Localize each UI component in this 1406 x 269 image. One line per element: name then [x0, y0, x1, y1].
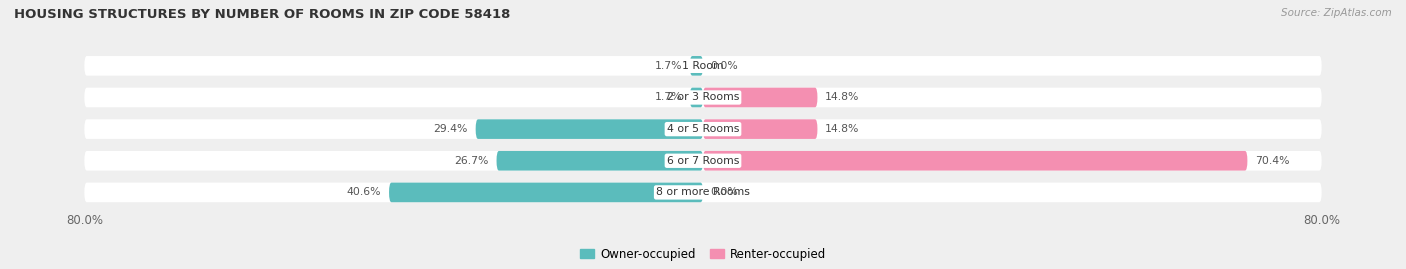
Text: 6 or 7 Rooms: 6 or 7 Rooms — [666, 156, 740, 166]
FancyBboxPatch shape — [496, 151, 703, 171]
Text: 29.4%: 29.4% — [433, 124, 468, 134]
FancyBboxPatch shape — [84, 119, 1322, 139]
FancyBboxPatch shape — [703, 119, 817, 139]
FancyBboxPatch shape — [84, 183, 1322, 202]
Text: Source: ZipAtlas.com: Source: ZipAtlas.com — [1281, 8, 1392, 18]
Text: 70.4%: 70.4% — [1256, 156, 1289, 166]
Text: 8 or more Rooms: 8 or more Rooms — [657, 187, 749, 197]
FancyBboxPatch shape — [84, 56, 1322, 76]
Text: 2 or 3 Rooms: 2 or 3 Rooms — [666, 93, 740, 102]
Text: 14.8%: 14.8% — [825, 93, 859, 102]
FancyBboxPatch shape — [690, 56, 703, 76]
Text: 14.8%: 14.8% — [825, 124, 859, 134]
Text: HOUSING STRUCTURES BY NUMBER OF ROOMS IN ZIP CODE 58418: HOUSING STRUCTURES BY NUMBER OF ROOMS IN… — [14, 8, 510, 21]
FancyBboxPatch shape — [84, 88, 1322, 107]
Text: 26.7%: 26.7% — [454, 156, 489, 166]
Text: 4 or 5 Rooms: 4 or 5 Rooms — [666, 124, 740, 134]
FancyBboxPatch shape — [475, 119, 703, 139]
Text: 0.0%: 0.0% — [710, 61, 738, 71]
FancyBboxPatch shape — [703, 88, 817, 107]
Legend: Owner-occupied, Renter-occupied: Owner-occupied, Renter-occupied — [575, 243, 831, 265]
Text: 40.6%: 40.6% — [347, 187, 381, 197]
Text: 1.7%: 1.7% — [655, 93, 682, 102]
Text: 1.7%: 1.7% — [655, 61, 682, 71]
Text: 1 Room: 1 Room — [682, 61, 724, 71]
FancyBboxPatch shape — [703, 151, 1247, 171]
FancyBboxPatch shape — [84, 151, 1322, 171]
FancyBboxPatch shape — [389, 183, 703, 202]
Text: 0.0%: 0.0% — [710, 187, 738, 197]
FancyBboxPatch shape — [690, 88, 703, 107]
